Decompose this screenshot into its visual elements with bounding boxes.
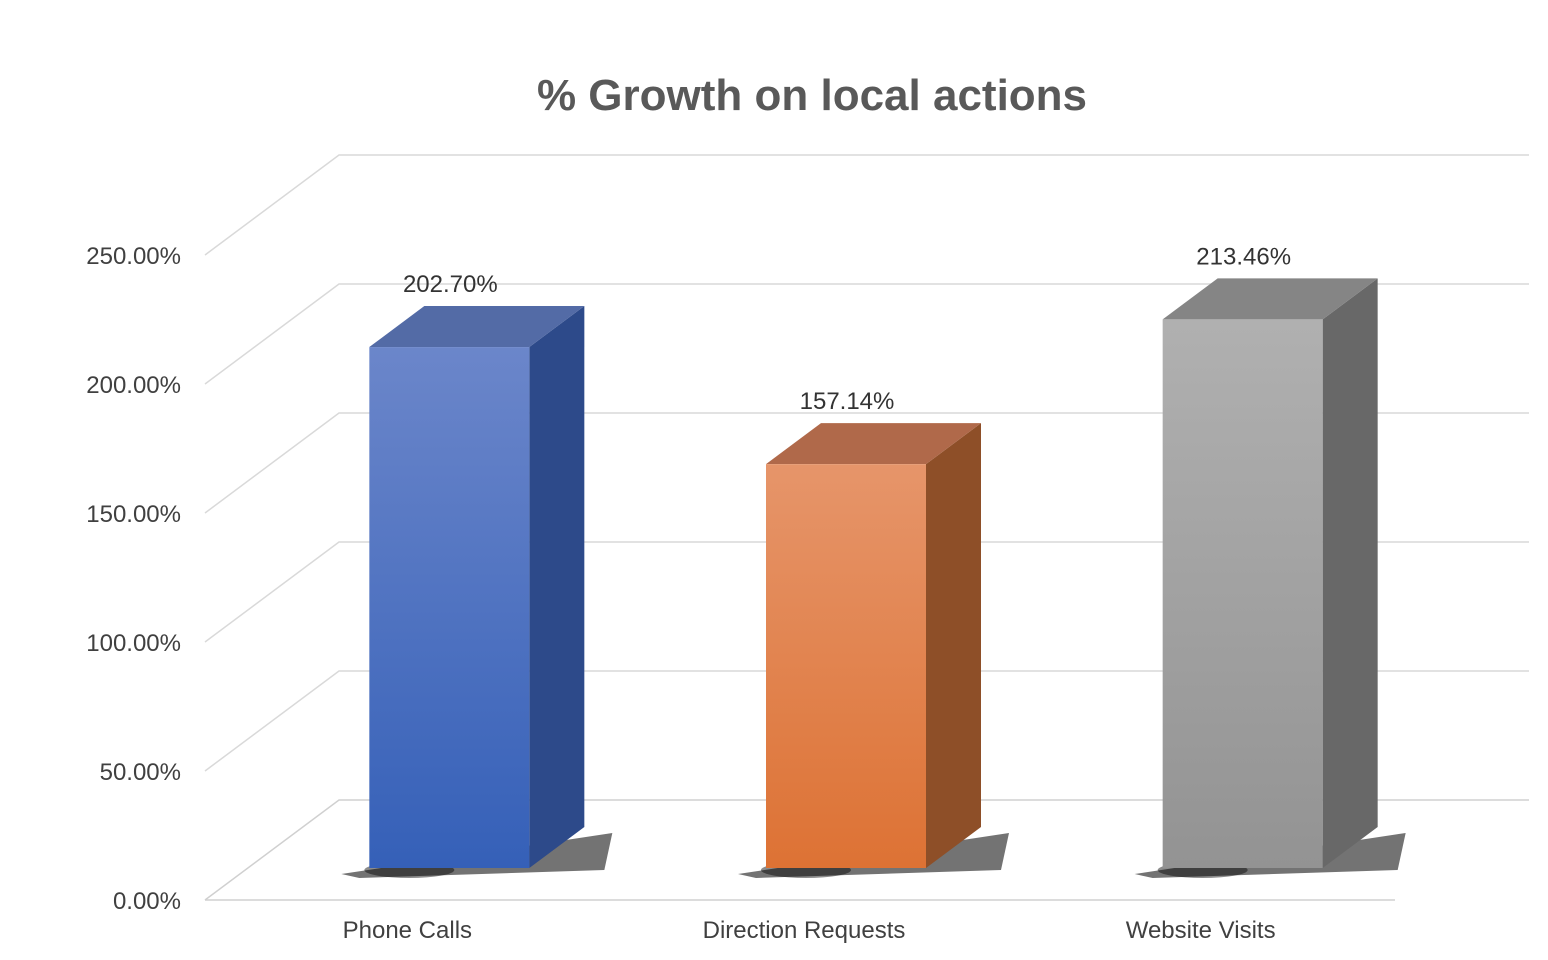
gridline xyxy=(204,154,1529,256)
bars xyxy=(341,278,1406,878)
bar-front-face xyxy=(1162,319,1323,868)
bar-front-face xyxy=(369,347,530,868)
y-tick-label: 150.00% xyxy=(86,501,181,528)
gridline xyxy=(204,799,1529,901)
data-label: 157.14% xyxy=(800,388,895,415)
x-category-label: Phone Calls xyxy=(343,917,472,944)
y-tick-label: 100.00% xyxy=(86,630,181,657)
chart-title: % Growth on local actions xyxy=(537,71,1087,120)
gridline xyxy=(204,670,1529,772)
x-axis-categories: Phone Calls Direction Requests Website Vis… xyxy=(343,917,1276,944)
data-label: 202.70% xyxy=(403,271,498,298)
bar-side-face xyxy=(926,423,981,868)
gridline xyxy=(204,541,1529,643)
bar xyxy=(1134,278,1406,878)
x-category-label: Website Visits xyxy=(1126,917,1276,944)
data-label: 213.46% xyxy=(1196,243,1291,270)
x-category-label: Direction Requests xyxy=(703,917,906,944)
bar-top-face xyxy=(1162,278,1378,320)
bar xyxy=(341,306,613,878)
data-labels: 202.70% 157.14% 213.46% xyxy=(403,243,1291,415)
bar-front-face xyxy=(766,464,926,868)
y-tick-label: 0.00% xyxy=(113,888,181,915)
bar xyxy=(738,423,1009,878)
gridlines xyxy=(204,154,1529,901)
bar-side-face xyxy=(529,306,585,868)
y-axis-ticks: 0.00% 50.00% 100.00% 150.00% 200.00% 250.00% xyxy=(86,243,181,915)
y-tick-label: 250.00% xyxy=(86,243,181,270)
bar-top-face xyxy=(766,423,981,465)
bar-top-face xyxy=(369,306,585,348)
y-tick-label: 200.00% xyxy=(86,372,181,399)
y-tick-label: 50.00% xyxy=(100,759,181,786)
gridline xyxy=(204,283,1529,385)
gridline xyxy=(204,412,1529,514)
bar-side-face xyxy=(1322,278,1378,868)
